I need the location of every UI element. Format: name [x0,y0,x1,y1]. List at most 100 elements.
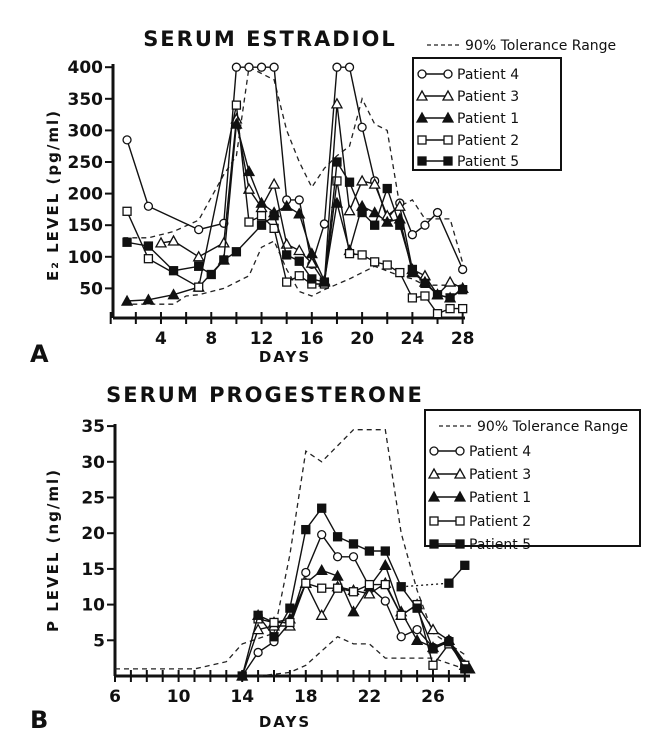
data-point [167,288,180,300]
data-point [458,264,468,275]
data-point [426,623,440,635]
series-line [257,582,466,667]
legend-marker [443,69,453,79]
data-point [344,177,355,187]
y-tick-label: 10 [81,596,105,616]
data-point [380,579,390,590]
chart-b-ylabel: P LEVEL (ng/ml) [44,468,62,632]
data-point [444,578,454,588]
data-point [305,256,318,268]
chart-a-xlabel: DAYS [259,348,311,366]
data-point [432,290,443,300]
legend-marker [455,516,465,526]
data-point [432,207,443,218]
data-point [269,211,279,221]
legend: 90% Tolerance Range Patient 4 Patient 3 Pat… [424,409,641,553]
series-patient-2 [122,100,468,319]
panel-label-b: B [30,706,48,734]
x-tick-label: 16 [300,329,324,349]
y-tick-label: 30 [81,453,105,473]
data-point [280,199,293,211]
data-point [428,660,438,670]
data-point [332,62,342,72]
data-point [285,603,295,613]
data-point [244,217,254,227]
data-point [364,546,375,556]
data-point [206,269,216,280]
x-tick-label: 14 [230,687,254,707]
tolerance-lower-line [258,635,466,677]
data-point [344,62,355,72]
data-point [293,244,306,256]
data-point [317,529,327,540]
legend-label: Patient 3 [457,89,519,105]
data-point [192,250,205,262]
data-point [458,303,468,314]
data-point [420,278,430,288]
data-point [443,275,457,287]
series-line [126,66,464,270]
legend-marker [455,539,465,549]
legend-label: Patient 3 [469,467,531,483]
data-point [379,558,392,570]
data-point [294,256,304,266]
chart-a-title: SERUM ESTRADIOL [143,27,397,51]
data-point [231,62,242,72]
data-point [357,122,367,132]
x-tick-label: 28 [451,329,475,349]
y-tick-label: 20 [81,524,105,544]
legend-label: Patient 2 [469,514,531,530]
legend-label: 90% Tolerance Range [477,419,628,435]
data-point [194,261,204,271]
legend-marker [415,89,429,101]
data-point [319,219,330,229]
data-point [330,97,344,109]
x-tick-label: 20 [350,329,374,349]
data-point [368,206,381,218]
legend-marker [429,446,439,456]
legend-marker [441,89,455,101]
data-point [380,546,390,556]
y-tick-label: 200 [68,185,104,205]
x-tick-label: 12 [250,329,274,349]
data-point [432,309,443,319]
legend-marker [453,467,467,479]
legend-label: Patient 1 [469,490,531,506]
data-point [301,524,311,535]
y-tick-label: 35 [81,417,105,437]
data-point [357,207,367,218]
y-tick-label: 400 [68,58,104,78]
data-point [217,236,230,248]
data-point [458,285,468,295]
legend-label: Patient 5 [469,537,531,553]
y-tick-label: 350 [68,90,104,110]
legend-label: Patient 4 [469,444,531,460]
data-point [315,563,328,575]
series-dotted-extension [401,582,449,588]
legend-marker [443,135,453,145]
data-point [407,264,418,275]
data-point [143,254,154,264]
legend-label: Patient 5 [457,154,519,170]
data-point [122,206,132,216]
legend-marker [453,490,467,502]
data-point [407,293,418,303]
data-point [194,224,204,235]
data-point [344,248,355,259]
series-patient-5 [237,503,470,681]
data-point [301,567,311,578]
x-tick-label: 6 [109,687,121,707]
y-tick-label: 150 [68,216,104,236]
y-tick-label: 15 [81,560,105,580]
data-point [294,271,304,281]
data-point [332,176,342,186]
tolerance-upper-line [123,66,464,264]
data-point [428,644,438,654]
y-tick-label: 25 [81,489,105,509]
data-point [219,255,229,265]
data-point [395,220,405,230]
data-point [251,623,265,635]
data-point [331,569,344,581]
data-point [357,250,367,260]
